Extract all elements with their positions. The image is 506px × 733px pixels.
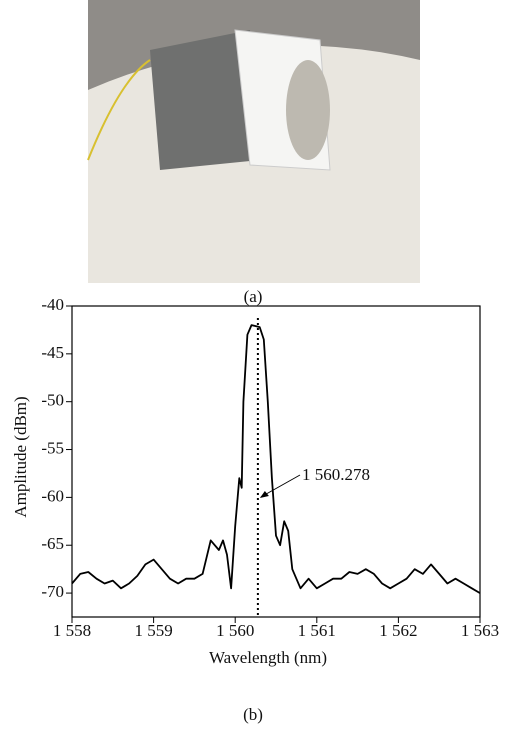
y-tick-label: -60: [41, 486, 64, 505]
photo-wire: [87, 59, 151, 161]
plot-frame: [71, 305, 481, 618]
x-tick-label: 1 561: [298, 621, 336, 640]
y-tick-label: -70: [41, 582, 64, 601]
x-tick-label: 1 563: [461, 621, 499, 640]
x-tick-label: 1 562: [379, 621, 417, 640]
x-axis-label: Wavelength (nm): [209, 648, 327, 667]
y-tick-label: -50: [41, 391, 64, 410]
panel-label: (a): [244, 287, 263, 306]
panel-label: (b): [243, 705, 263, 724]
photo: [87, 0, 420, 284]
x-tick-label: 1 560: [216, 621, 254, 640]
x-tick-label: 1 558: [53, 621, 91, 640]
x-tick-label: 1 559: [134, 621, 172, 640]
photo-cylinder: [150, 30, 260, 170]
peak-annotation: 1 560.278: [302, 465, 370, 484]
y-tick-label: -40: [41, 295, 64, 314]
y-axis-label: Amplitude (dBm): [11, 396, 30, 517]
annotation-arrow: [260, 474, 301, 498]
photo-window: [286, 60, 330, 160]
y-tick-label: -45: [41, 343, 64, 362]
annotation-arrowhead: [259, 491, 269, 498]
y-tick-label: -65: [41, 534, 64, 553]
spectrum-line: [71, 324, 481, 594]
y-tick-label: -55: [41, 438, 64, 457]
